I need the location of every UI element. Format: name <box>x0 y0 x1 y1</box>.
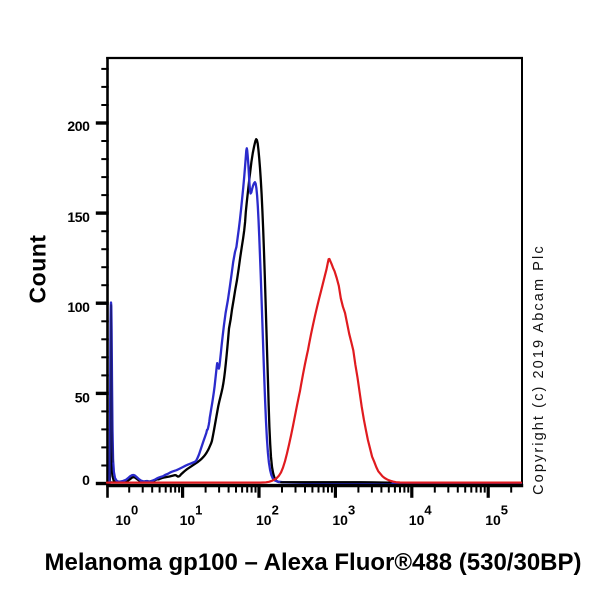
svg-text:Copyright (c) 2019 Abcam Plc: Copyright (c) 2019 Abcam Plc <box>531 244 547 495</box>
svg-text:50: 50 <box>75 390 90 406</box>
svg-text:200: 200 <box>67 118 90 134</box>
svg-text:Melanoma gp100 – Alexa Fluor®4: Melanoma gp100 – Alexa Fluor®488 (530/30… <box>44 549 581 576</box>
svg-text:100: 100 <box>67 299 90 315</box>
svg-text:0: 0 <box>82 472 90 488</box>
svg-text:Count: Count <box>25 235 51 304</box>
svg-text:150: 150 <box>67 209 90 225</box>
